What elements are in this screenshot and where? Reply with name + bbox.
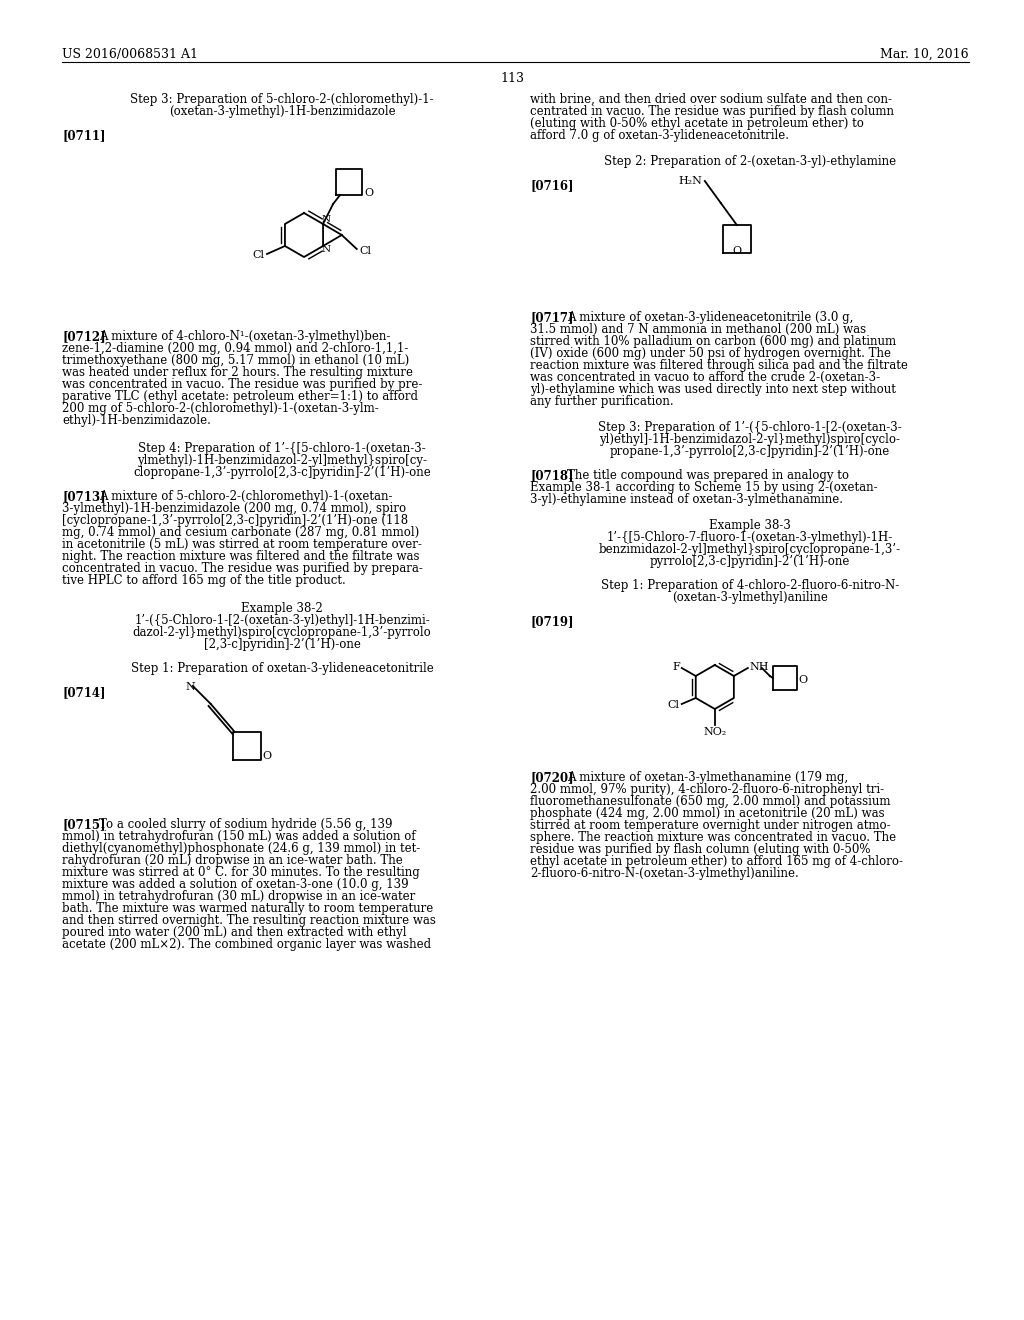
Text: N: N: [186, 682, 196, 692]
Text: mixture was stirred at 0° C. for 30 minutes. To the resulting: mixture was stirred at 0° C. for 30 minu…: [62, 866, 420, 879]
Text: bath. The mixture was warmed naturally to room temperature: bath. The mixture was warmed naturally t…: [62, 902, 433, 915]
Text: Cl: Cl: [252, 249, 264, 260]
Text: [0718]: [0718]: [530, 469, 573, 482]
Text: A mixture of oxetan-3-ylideneacetonitrile (3.0 g,: A mixture of oxetan-3-ylideneacetonitril…: [567, 312, 853, 323]
Text: Example 38-3: Example 38-3: [709, 519, 791, 532]
Text: parative TLC (ethyl acetate: petroleum ether=1:1) to afford: parative TLC (ethyl acetate: petroleum e…: [62, 389, 418, 403]
Text: N: N: [322, 215, 331, 224]
Text: reaction mixture was filtered through silica pad and the filtrate: reaction mixture was filtered through si…: [530, 359, 908, 372]
Text: Step 3: Preparation of 1’-({5-chloro-1-[2-(oxetan-3-: Step 3: Preparation of 1’-({5-chloro-1-[…: [598, 421, 902, 434]
Text: in acetonitrile (5 mL) was stirred at room temperature over-: in acetonitrile (5 mL) was stirred at ro…: [62, 539, 422, 550]
Text: US 2016/0068531 A1: US 2016/0068531 A1: [62, 48, 198, 61]
Text: H₂N: H₂N: [678, 176, 701, 186]
Text: mmol) in tetrahydrofuran (150 mL) was added a solution of: mmol) in tetrahydrofuran (150 mL) was ad…: [62, 830, 416, 843]
Text: [0713]: [0713]: [62, 490, 105, 503]
Text: night. The reaction mixture was filtered and the filtrate was: night. The reaction mixture was filtered…: [62, 550, 420, 564]
Text: fluoromethanesulfonate (650 mg, 2.00 mmol) and potassium: fluoromethanesulfonate (650 mg, 2.00 mmo…: [530, 795, 891, 808]
Text: ylmethyl)-1H-benzimidazol-2-yl]methyl}spiro[cy-: ylmethyl)-1H-benzimidazol-2-yl]methyl}sp…: [137, 454, 427, 467]
Text: F: F: [672, 663, 680, 672]
Text: [cyclopropane-1,3’-pyrrolo[2,3-c]pyridin]-2’(1’H)-one (118: [cyclopropane-1,3’-pyrrolo[2,3-c]pyridin…: [62, 513, 409, 527]
Text: [0716]: [0716]: [530, 180, 573, 191]
Text: [0717]: [0717]: [530, 312, 573, 323]
Text: O: O: [799, 675, 808, 685]
Text: dazol-2-yl}methyl)spiro[cyclopropane-1,3’-pyrrolo: dazol-2-yl}methyl)spiro[cyclopropane-1,3…: [133, 626, 431, 639]
Text: yl)ethyl]-1H-benzimidazol-2-yl}methyl)spiro[cyclo-: yl)ethyl]-1H-benzimidazol-2-yl}methyl)sp…: [599, 433, 900, 446]
Text: [2,3-c]pyridin]-2’(1’H)-one: [2,3-c]pyridin]-2’(1’H)-one: [204, 638, 360, 651]
Text: ethyl acetate in petroleum ether) to afford 165 mg of 4-chloro-: ethyl acetate in petroleum ether) to aff…: [530, 855, 903, 869]
Text: The title compound was prepared in analogy to: The title compound was prepared in analo…: [567, 469, 849, 482]
Text: clopropane-1,3’-pyrrolo[2,3-c]pyridin]-2’(1’H)-one: clopropane-1,3’-pyrrolo[2,3-c]pyridin]-2…: [133, 466, 431, 479]
Text: and then stirred overnight. The resulting reaction mixture was: and then stirred overnight. The resultin…: [62, 913, 436, 927]
Text: zene-1,2-diamine (200 mg, 0.94 mmol) and 2-chloro-1,1,1-: zene-1,2-diamine (200 mg, 0.94 mmol) and…: [62, 342, 409, 355]
Text: 200 mg of 5-chloro-2-(chloromethyl)-1-(oxetan-3-ylm-: 200 mg of 5-chloro-2-(chloromethyl)-1-(o…: [62, 403, 379, 414]
Text: Example 38-2: Example 38-2: [241, 602, 323, 615]
Text: rahydrofuran (20 mL) dropwise in an ice-water bath. The: rahydrofuran (20 mL) dropwise in an ice-…: [62, 854, 402, 867]
Text: A mixture of 5-chloro-2-(chloromethyl)-1-(oxetan-: A mixture of 5-chloro-2-(chloromethyl)-1…: [99, 490, 392, 503]
Text: any further purification.: any further purification.: [530, 395, 674, 408]
Text: A mixture of 4-chloro-N¹-(oxetan-3-ylmethyl)ben-: A mixture of 4-chloro-N¹-(oxetan-3-ylmet…: [99, 330, 390, 343]
Text: yl)-ethylamine which was used directly into next step without: yl)-ethylamine which was used directly i…: [530, 383, 896, 396]
Text: acetate (200 mL×2). The combined organic layer was washed: acetate (200 mL×2). The combined organic…: [62, 939, 431, 950]
Text: was heated under reflux for 2 hours. The resulting mixture: was heated under reflux for 2 hours. The…: [62, 366, 413, 379]
Text: mmol) in tetrahydrofuran (30 mL) dropwise in an ice-water: mmol) in tetrahydrofuran (30 mL) dropwis…: [62, 890, 416, 903]
Text: mg, 0.74 mmol) and cesium carbonate (287 mg, 0.81 mmol): mg, 0.74 mmol) and cesium carbonate (287…: [62, 525, 419, 539]
Text: pyrrolo[2,3-c]pyridin]-2’(1’H)-one: pyrrolo[2,3-c]pyridin]-2’(1’H)-one: [650, 554, 850, 568]
Text: (oxetan-3-ylmethyl)aniline: (oxetan-3-ylmethyl)aniline: [672, 591, 828, 605]
Text: Step 1: Preparation of oxetan-3-ylideneacetonitrile: Step 1: Preparation of oxetan-3-ylidenea…: [131, 663, 433, 675]
Text: poured into water (200 mL) and then extracted with ethyl: poured into water (200 mL) and then extr…: [62, 927, 407, 939]
Text: afford 7.0 g of oxetan-3-ylideneacetonitrile.: afford 7.0 g of oxetan-3-ylideneacetonit…: [530, 129, 790, 143]
Text: stirred with 10% palladium on carbon (600 mg) and platinum: stirred with 10% palladium on carbon (60…: [530, 335, 896, 348]
Text: NO₂: NO₂: [703, 727, 726, 737]
Text: [0711]: [0711]: [62, 129, 105, 143]
Text: Example 38-1 according to Scheme 15 by using 2-(oxetan-: Example 38-1 according to Scheme 15 by u…: [530, 480, 878, 494]
Text: Step 2: Preparation of 2-(oxetan-3-yl)-ethylamine: Step 2: Preparation of 2-(oxetan-3-yl)-e…: [604, 154, 896, 168]
Text: [0720]: [0720]: [530, 771, 573, 784]
Text: (IV) oxide (600 mg) under 50 psi of hydrogen overnight. The: (IV) oxide (600 mg) under 50 psi of hydr…: [530, 347, 891, 360]
Text: trimethoxyethane (800 mg, 5.17 mmol) in ethanol (10 mL): trimethoxyethane (800 mg, 5.17 mmol) in …: [62, 354, 410, 367]
Text: [0712]: [0712]: [62, 330, 105, 343]
Text: NH: NH: [750, 663, 769, 672]
Text: Step 3: Preparation of 5-chloro-2-(chloromethyl)-1-: Step 3: Preparation of 5-chloro-2-(chlor…: [130, 92, 434, 106]
Text: 31.5 mmol) and 7 N ammonia in methanol (200 mL) was: 31.5 mmol) and 7 N ammonia in methanol (…: [530, 323, 866, 337]
Text: Cl: Cl: [359, 246, 372, 256]
Text: sphere. The reaction mixture was concentrated in vacuo. The: sphere. The reaction mixture was concent…: [530, 832, 896, 843]
Text: (eluting with 0-50% ethyl acetate in petroleum ether) to: (eluting with 0-50% ethyl acetate in pet…: [530, 117, 864, 129]
Text: tive HPLC to afford 165 mg of the title product.: tive HPLC to afford 165 mg of the title …: [62, 574, 346, 587]
Text: centrated in vacuo. The residue was purified by flash column: centrated in vacuo. The residue was puri…: [530, 106, 894, 117]
Text: [0715]: [0715]: [62, 818, 105, 832]
Text: A mixture of oxetan-3-ylmethanamine (179 mg,: A mixture of oxetan-3-ylmethanamine (179…: [567, 771, 848, 784]
Text: with brine, and then dried over sodium sulfate and then con-: with brine, and then dried over sodium s…: [530, 92, 892, 106]
Text: concentrated in vacuo. The residue was purified by prepara-: concentrated in vacuo. The residue was p…: [62, 562, 423, 576]
Text: propane-1,3’-pyrrolo[2,3-c]pyridin]-2’(1’H)-one: propane-1,3’-pyrrolo[2,3-c]pyridin]-2’(1…: [610, 445, 890, 458]
Text: 113: 113: [500, 73, 524, 84]
Text: Step 1: Preparation of 4-chloro-2-fluoro-6-nitro-N-: Step 1: Preparation of 4-chloro-2-fluoro…: [601, 579, 899, 591]
Text: N: N: [322, 246, 331, 255]
Text: was concentrated in vacuo. The residue was purified by pre-: was concentrated in vacuo. The residue w…: [62, 378, 422, 391]
Text: O: O: [263, 751, 272, 762]
Text: 1’-({5-Chloro-1-[2-(oxetan-3-yl)ethyl]-1H-benzimi-: 1’-({5-Chloro-1-[2-(oxetan-3-yl)ethyl]-1…: [134, 614, 430, 627]
Text: [0714]: [0714]: [62, 686, 105, 700]
Text: [0719]: [0719]: [530, 615, 573, 628]
Text: Step 4: Preparation of 1’-{[5-chloro-1-(oxetan-3-: Step 4: Preparation of 1’-{[5-chloro-1-(…: [138, 442, 426, 455]
Text: 3-yl)-ethylamine instead of oxetan-3-ylmethanamine.: 3-yl)-ethylamine instead of oxetan-3-ylm…: [530, 492, 843, 506]
Text: phosphate (424 mg, 2.00 mmol) in acetonitrile (20 mL) was: phosphate (424 mg, 2.00 mmol) in acetoni…: [530, 807, 885, 820]
Text: 3-ylmethyl)-1H-benzimidazole (200 mg, 0.74 mmol), spiro: 3-ylmethyl)-1H-benzimidazole (200 mg, 0.…: [62, 502, 407, 515]
Text: 2.00 mmol, 97% purity), 4-chloro-2-fluoro-6-nitrophenyl tri-: 2.00 mmol, 97% purity), 4-chloro-2-fluor…: [530, 783, 884, 796]
Text: stirred at room temperature overnight under nitrogen atmo-: stirred at room temperature overnight un…: [530, 818, 891, 832]
Text: (oxetan-3-ylmethyl)-1H-benzimidazole: (oxetan-3-ylmethyl)-1H-benzimidazole: [169, 106, 395, 117]
Text: ethyl)-1H-benzimidazole.: ethyl)-1H-benzimidazole.: [62, 414, 211, 426]
Text: benzimidazol-2-yl]methyl}spiro[cyclopropane-1,3’-: benzimidazol-2-yl]methyl}spiro[cycloprop…: [599, 543, 901, 556]
Text: was concentrated in vacuo to afford the crude 2-(oxetan-3-: was concentrated in vacuo to afford the …: [530, 371, 880, 384]
Text: Mar. 10, 2016: Mar. 10, 2016: [881, 48, 969, 61]
Text: 1’-{[5-Chloro-7-fluoro-1-(oxetan-3-ylmethyl)-1H-: 1’-{[5-Chloro-7-fluoro-1-(oxetan-3-ylmet…: [607, 531, 893, 544]
Text: To a cooled slurry of sodium hydride (5.56 g, 139: To a cooled slurry of sodium hydride (5.…: [99, 818, 392, 832]
Text: 2-fluoro-6-nitro-N-(oxetan-3-ylmethyl)aniline.: 2-fluoro-6-nitro-N-(oxetan-3-ylmethyl)an…: [530, 867, 799, 880]
Text: Cl: Cl: [668, 700, 680, 710]
Text: diethyl(cyanomethyl)phosphonate (24.6 g, 139 mmol) in tet-: diethyl(cyanomethyl)phosphonate (24.6 g,…: [62, 842, 420, 855]
Text: mixture was added a solution of oxetan-3-one (10.0 g, 139: mixture was added a solution of oxetan-3…: [62, 878, 409, 891]
Text: O: O: [365, 187, 373, 198]
Text: O: O: [732, 246, 741, 256]
Text: residue was purified by flash column (eluting with 0-50%: residue was purified by flash column (el…: [530, 843, 870, 855]
